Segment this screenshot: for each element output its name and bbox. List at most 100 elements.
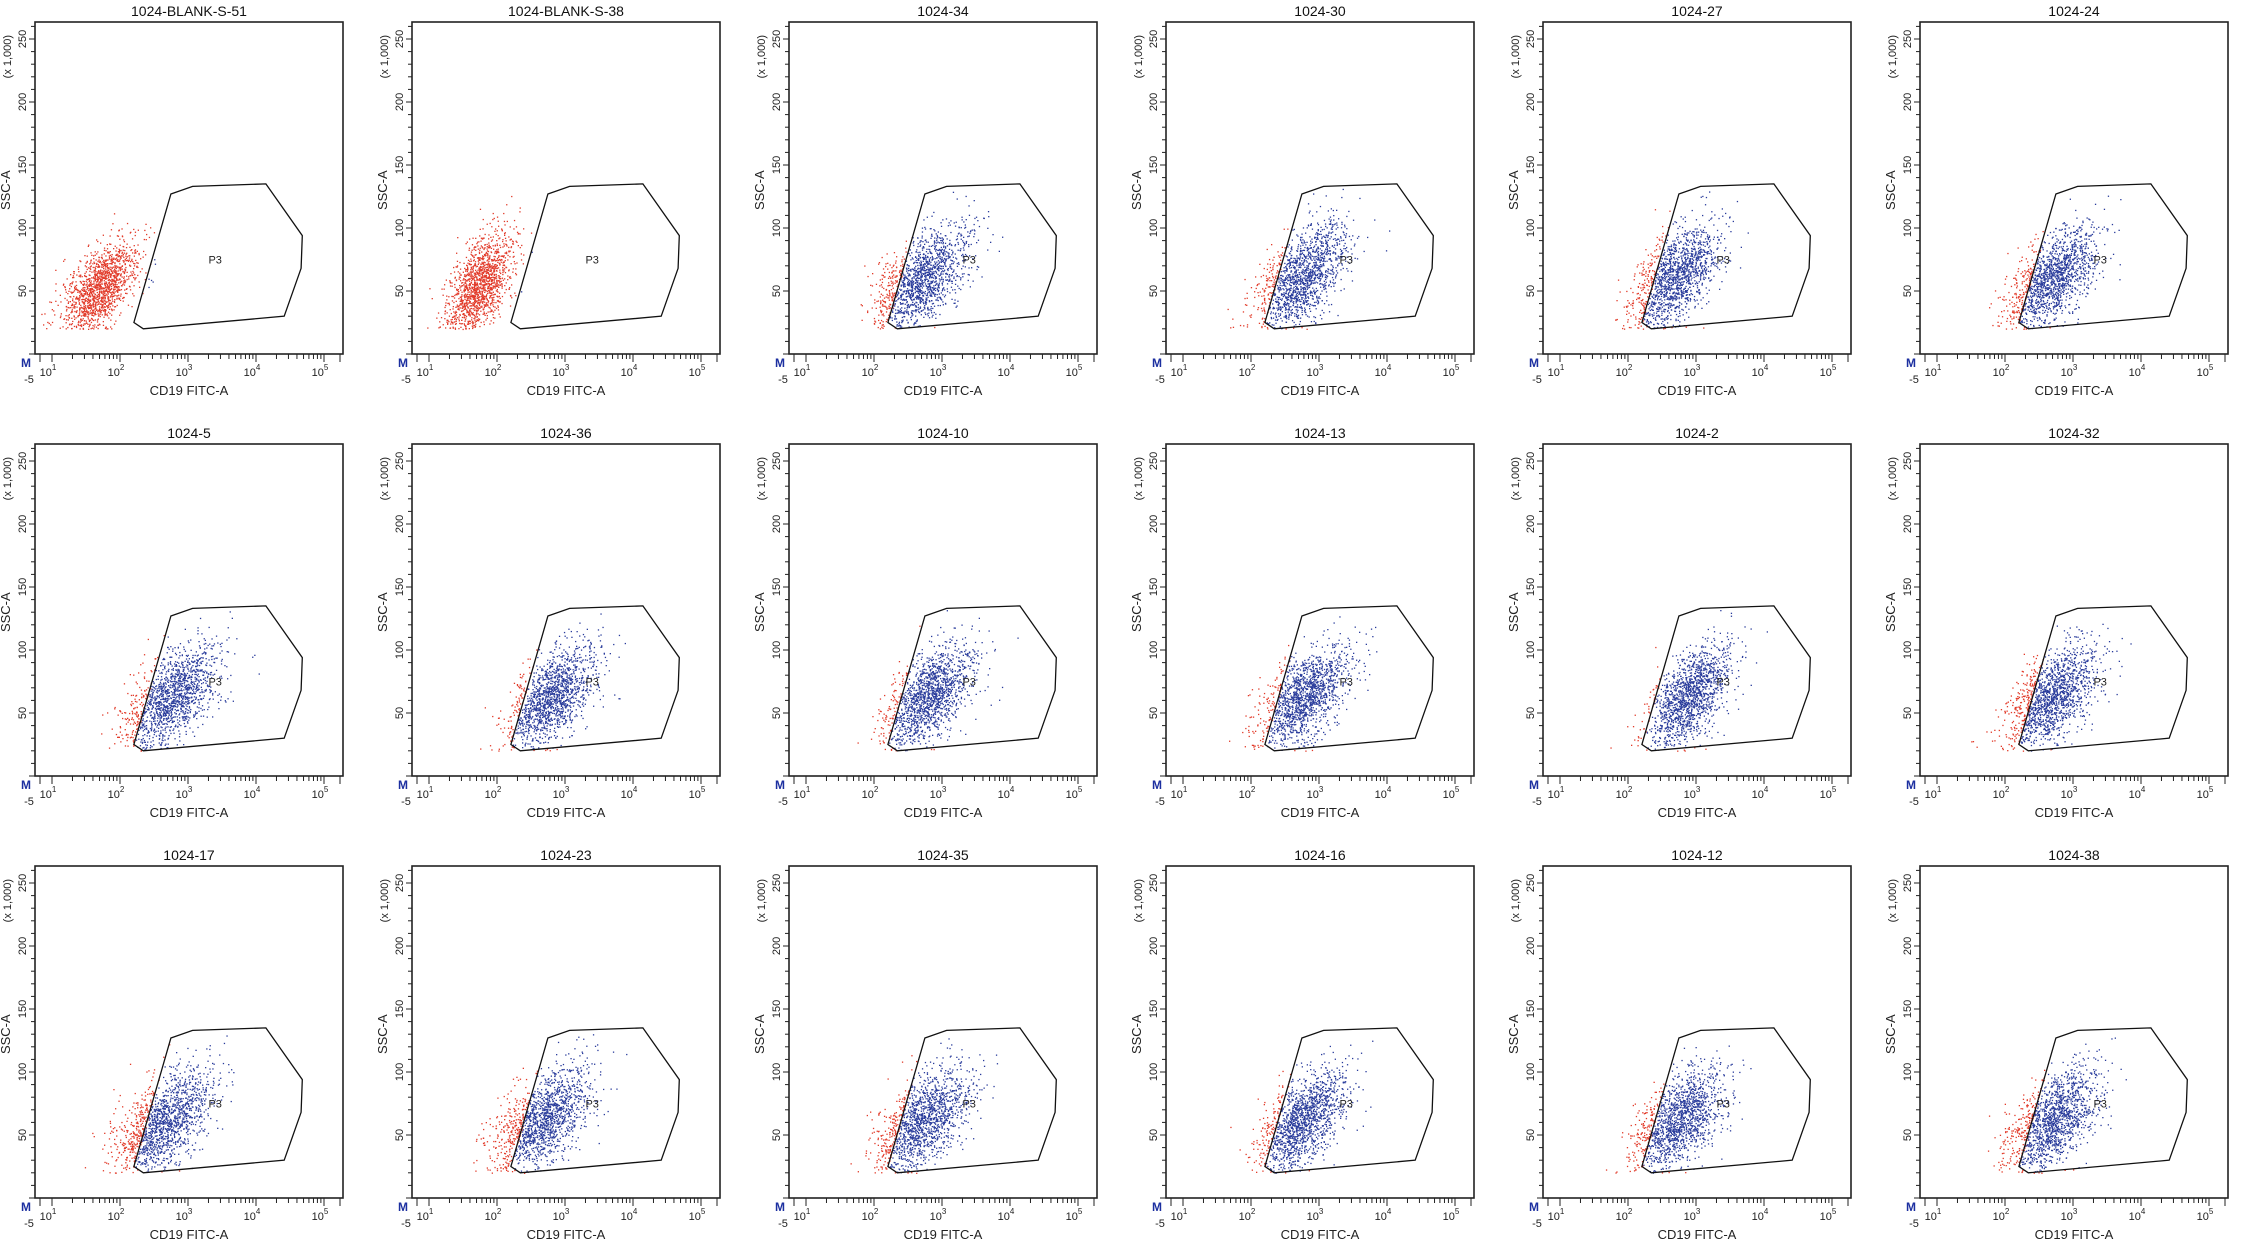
event-point	[71, 328, 73, 330]
event-point	[465, 328, 467, 330]
event-point	[86, 292, 89, 294]
event-point	[491, 298, 494, 301]
event-point	[482, 287, 484, 289]
event-point	[464, 281, 467, 283]
event-point	[111, 278, 113, 280]
event-point	[466, 310, 468, 312]
event-point	[885, 263, 887, 265]
event-point-in-gate	[1278, 279, 1280, 281]
event-point-in-gate	[944, 262, 946, 265]
event-point	[480, 306, 482, 308]
event-point	[889, 292, 891, 295]
event-point	[484, 314, 486, 316]
event-point	[95, 285, 97, 287]
event-point	[497, 299, 499, 302]
event-point	[88, 301, 90, 303]
event-point-in-gate	[921, 287, 923, 289]
event-point	[105, 278, 107, 280]
event-point	[501, 229, 503, 231]
event-point	[474, 295, 477, 297]
event-point	[114, 291, 116, 293]
event-point	[473, 265, 475, 267]
event-point-in-gate	[912, 258, 914, 260]
event-point	[478, 299, 480, 301]
event-point	[495, 290, 498, 292]
event-point-in-gate	[930, 245, 932, 247]
y-tick-label: 200	[771, 93, 783, 111]
event-point-in-gate	[933, 274, 936, 277]
event-point-in-gate	[925, 285, 928, 288]
event-point	[469, 310, 471, 312]
event-point	[890, 277, 892, 279]
event-point	[101, 276, 103, 278]
event-point	[105, 263, 107, 265]
event-point	[496, 257, 499, 260]
event-point	[77, 324, 79, 326]
event-point	[470, 281, 473, 283]
event-point	[515, 268, 517, 270]
event-point	[96, 278, 98, 281]
event-point-in-gate	[928, 301, 931, 303]
event-point	[482, 238, 484, 240]
event-point-in-gate	[1300, 245, 1302, 247]
event-point	[112, 266, 115, 268]
event-point	[880, 284, 883, 286]
event-point	[523, 254, 525, 256]
event-point-in-gate	[1287, 259, 1289, 262]
event-point-in-gate	[955, 273, 957, 275]
event-point-in-gate	[919, 251, 921, 253]
event-point	[472, 283, 474, 286]
event-point	[452, 323, 454, 325]
event-point	[495, 273, 497, 276]
event-point	[477, 245, 479, 247]
event-point	[134, 279, 136, 281]
event-point	[459, 300, 461, 303]
event-point	[90, 305, 92, 307]
event-point	[488, 264, 490, 267]
event-point-in-gate	[1347, 251, 1349, 253]
event-point	[499, 300, 501, 303]
event-point-in-gate	[902, 291, 904, 293]
event-point	[473, 298, 475, 300]
event-point	[890, 289, 893, 291]
event-point-in-gate	[1285, 277, 1287, 279]
event-point	[496, 230, 498, 232]
event-point	[103, 261, 105, 263]
event-point-in-gate	[894, 305, 896, 307]
event-point-in-gate	[939, 253, 941, 255]
event-point	[480, 277, 483, 279]
event-point-in-gate	[1284, 262, 1286, 265]
event-point	[116, 287, 118, 289]
event-point	[494, 309, 496, 311]
event-point	[118, 288, 120, 290]
event-point	[65, 328, 67, 330]
event-point	[92, 305, 95, 307]
event-point	[470, 275, 472, 277]
event-point-in-gate	[895, 318, 898, 320]
event-point	[131, 306, 133, 308]
event-point-in-gate	[889, 316, 892, 318]
x-tick-base: 10	[998, 367, 1010, 379]
event-point	[461, 295, 463, 297]
event-point-in-gate	[901, 289, 903, 291]
event-point	[508, 246, 510, 249]
event-point	[896, 256, 898, 258]
event-point	[53, 310, 55, 312]
event-point	[141, 268, 143, 270]
event-point-in-gate	[1323, 284, 1325, 286]
event-point	[64, 286, 66, 289]
event-point	[463, 284, 465, 286]
event-point	[512, 256, 514, 258]
event-point-in-gate	[938, 242, 941, 244]
event-point-in-gate	[957, 243, 960, 245]
event-point	[895, 276, 897, 278]
event-point-in-gate	[1318, 259, 1320, 261]
event-point	[114, 277, 116, 279]
event-point	[487, 272, 489, 274]
event-point-in-gate	[1315, 275, 1317, 277]
event-point-in-gate	[922, 294, 924, 297]
event-point	[473, 276, 476, 279]
event-point	[93, 269, 95, 271]
event-point	[491, 239, 494, 241]
y-tick-label: 100	[17, 219, 29, 237]
